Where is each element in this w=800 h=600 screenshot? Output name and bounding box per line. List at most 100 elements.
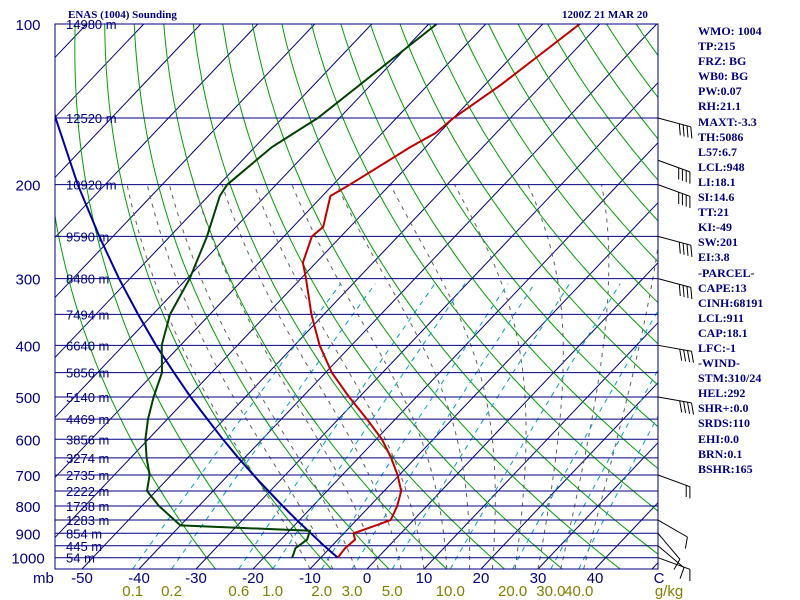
dry-adiabat-line bbox=[133, 24, 390, 569]
moist-adiabat-line bbox=[168, 184, 357, 569]
wind-barb-flag bbox=[679, 349, 683, 361]
dry-adiabat-line bbox=[163, 24, 448, 569]
wind-barb-staff bbox=[657, 184, 691, 197]
chart-datetime: 1200Z 21 MAR 20 bbox=[562, 9, 648, 21]
temperature-tick-label: 0 bbox=[363, 570, 371, 587]
index-line: TH:5086 bbox=[698, 129, 744, 144]
height-label: 2735 m bbox=[66, 468, 109, 483]
plot-frame bbox=[54, 23, 659, 570]
mixing-ratio-label: 5.0 bbox=[382, 583, 403, 600]
mixing-ratio-label: 0.6 bbox=[228, 583, 249, 600]
dry-adiabat-line bbox=[340, 24, 658, 470]
moist-adiabat-line bbox=[527, 184, 564, 569]
temperature-tick-label: 10 bbox=[416, 570, 433, 587]
pressure-unit-label: mb bbox=[33, 570, 54, 587]
temperature-tick-label: -30 bbox=[185, 570, 207, 587]
isotherm-line bbox=[55, 24, 316, 299]
wind-barb-flag bbox=[679, 400, 683, 413]
chart-title: ENAS (1004) Sounding bbox=[68, 9, 177, 21]
index-line: BSHR:165 bbox=[698, 461, 753, 476]
height-label: 3274 m bbox=[66, 451, 109, 466]
temperature-tick-label: 40 bbox=[587, 570, 604, 587]
profile-layer bbox=[55, 24, 581, 559]
moist-adiabat-line bbox=[560, 184, 610, 569]
temperature-tick-label: -10 bbox=[299, 570, 321, 587]
wind-barb-staff bbox=[657, 545, 685, 569]
dry-adiabat-line bbox=[310, 24, 658, 512]
wind-barb-flag bbox=[690, 126, 693, 139]
index-line: PW:0.07 bbox=[698, 84, 742, 99]
index-line: LI:18.1 bbox=[698, 174, 736, 189]
temperature-tick-label: -40 bbox=[128, 570, 150, 587]
temperature-tick-label: -50 bbox=[71, 570, 93, 587]
index-line: MAXT:-3.3 bbox=[698, 114, 757, 129]
temperature-tick-label: 30 bbox=[530, 570, 547, 587]
wind-barb-layer bbox=[657, 117, 694, 581]
wind-barb-staff bbox=[657, 396, 692, 404]
mixing-ratio-line bbox=[351, 283, 536, 569]
index-line: BRN:0.1 bbox=[698, 446, 743, 461]
wind-barb-flag bbox=[686, 286, 689, 299]
height-label: 2222 m bbox=[66, 484, 109, 499]
dry-adiabat-line bbox=[74, 24, 274, 569]
wind-barb-staff bbox=[657, 532, 681, 560]
index-line: LCL:948 bbox=[698, 159, 745, 174]
wind-barb-flag bbox=[686, 244, 689, 256]
isotherm-line bbox=[55, 24, 145, 119]
temperature-tick-label: C bbox=[654, 570, 665, 587]
isotherm-line bbox=[366, 261, 658, 569]
mixing-ratio-label: 20.0 bbox=[498, 583, 527, 600]
wind-barb-flag bbox=[678, 284, 681, 297]
pressure-tick-label: 100 bbox=[15, 17, 40, 34]
mixing-ratio-unit: g/kg bbox=[655, 583, 683, 600]
wind-barb-flag bbox=[687, 402, 691, 414]
mixing-ratio-line bbox=[238, 283, 436, 569]
temperature-tick-label: 20 bbox=[473, 570, 490, 587]
dry-adiabat-line bbox=[55, 212, 216, 569]
height-label: 7494 m bbox=[66, 307, 109, 322]
height-label: 8480 m bbox=[66, 272, 109, 287]
index-line: WB0: BG bbox=[698, 69, 749, 84]
wind-barb-flag bbox=[691, 402, 694, 415]
index-line: WMO: 1004 bbox=[698, 24, 762, 38]
index-line: TT:21 bbox=[698, 205, 730, 220]
mixing-ratio-label: 0.2 bbox=[161, 583, 182, 600]
height-label: 4469 m bbox=[66, 412, 109, 427]
mixing-ratio-label: 0.1 bbox=[122, 583, 143, 600]
wind-barb-flag bbox=[687, 350, 691, 363]
height-label: 5140 m bbox=[66, 390, 109, 405]
index-line: CAP:18.1 bbox=[698, 325, 748, 340]
wind-barb-flag bbox=[678, 123, 681, 136]
wind-barb-flag bbox=[691, 351, 694, 363]
index-line: KI:-49 bbox=[698, 220, 732, 235]
pressure-tick-label: 400 bbox=[15, 338, 40, 355]
pressure-tick-label: 500 bbox=[15, 390, 40, 407]
isotherm-line bbox=[55, 24, 202, 179]
index-line: HEL:292 bbox=[698, 386, 746, 401]
mixing-ratio-line bbox=[321, 283, 509, 569]
dry-adiabat-line bbox=[488, 24, 658, 263]
isotherm-line bbox=[252, 141, 658, 569]
mixing-ratio-line bbox=[171, 283, 376, 569]
index-line: LCL:911 bbox=[698, 310, 745, 325]
moist-adiabat-line bbox=[336, 184, 471, 569]
height-label: 54 m bbox=[66, 551, 95, 566]
height-label: 12520 m bbox=[66, 111, 117, 126]
pressure-tick-label: 700 bbox=[15, 468, 40, 485]
index-line: RH:21.1 bbox=[698, 99, 741, 114]
temperature-tick-label: -20 bbox=[242, 570, 264, 587]
index-line: -PARCEL- bbox=[698, 265, 755, 280]
mixing-ratio-line bbox=[550, 368, 658, 569]
dry-adiabat-line bbox=[458, 24, 658, 304]
isotherm-line bbox=[537, 441, 658, 569]
dry-adiabat-line bbox=[576, 24, 658, 140]
index-line: SRDS:110 bbox=[698, 416, 751, 431]
mixing-ratio-label: 30.0 bbox=[536, 583, 565, 600]
mixing-ratio-line bbox=[449, 283, 621, 569]
mixing-ratio-label: 40.0 bbox=[564, 583, 593, 600]
height-label: 6640 m bbox=[66, 338, 109, 353]
wind-barb-flag bbox=[690, 245, 693, 257]
index-line: CAPE:13 bbox=[698, 280, 747, 295]
height-label: 9590 m bbox=[66, 229, 109, 244]
wind-barb-staff bbox=[657, 344, 692, 352]
